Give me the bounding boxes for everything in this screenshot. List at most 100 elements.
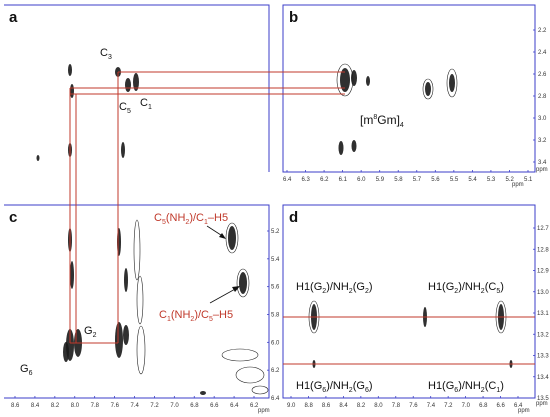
x-tick-label: 5.4	[468, 177, 477, 183]
y-tick-label: 2.2	[538, 28, 547, 34]
annotation-c1nh2-c5-h5: C1(NH2)/C5–H5	[159, 286, 240, 323]
svg-text:C1(NH2)/C5–H5: C1(NH2)/C5–H5	[159, 309, 233, 323]
panel-c-x-axis: 8.6 8.4 8.2 8.0 7.8 7.6 7.4 7.2 7.0 6.8 6.6 6.4 6.2	[11, 396, 259, 409]
panel-c-y-axis: 5.2 5.4 5.6 5.8 6.0 6.2 6.4	[267, 229, 280, 402]
y-tick-label: 2.6	[538, 72, 547, 78]
x-tick-label: 6.1	[339, 177, 348, 183]
x-tick-label: 8.6	[322, 403, 331, 409]
x-tick-label: 7.8	[91, 403, 100, 409]
x-tick-label: 6.6	[210, 403, 219, 409]
x-tick-label: 6.0	[357, 177, 366, 183]
peak	[351, 70, 357, 86]
peak	[125, 78, 131, 92]
y-tick-label: 13.1	[537, 311, 549, 317]
peak	[70, 261, 74, 289]
peak	[133, 73, 139, 91]
peak	[136, 325, 146, 375]
x-tick-label: 6.8	[479, 403, 488, 409]
panel-d-y-axis: 12.7 12.8 12.9 13.0 13.1 13.2 13.3 13.4 13.5	[533, 226, 549, 402]
y-tick-label: 2.4	[538, 50, 547, 56]
panel-d-x-unit: ppm	[518, 408, 530, 414]
arrow-line	[209, 287, 238, 304]
y-tick-label: 12.8	[537, 247, 549, 253]
peak	[366, 76, 370, 86]
arrow-head	[219, 233, 226, 239]
svg-text:C5: C5	[119, 101, 131, 115]
x-tick-label: 9.0	[287, 403, 296, 409]
peak	[121, 142, 125, 158]
panel-b-x-unit: ppm	[512, 182, 524, 188]
svg-text:C5(NH2)/C1–H5: C5(NH2)/C1–H5	[154, 212, 228, 226]
y-tick-label: 5.8	[271, 313, 280, 319]
svg-text:G6: G6	[20, 363, 33, 377]
x-tick-label: 7.0	[462, 403, 471, 409]
label-g2: G2	[84, 325, 97, 339]
peak	[235, 366, 265, 384]
panel-d: d 12.7 12.8 12.9 13.0 13.1 13.2 13.3 13.4 13.5 9…	[282, 204, 549, 414]
x-tick-label: 8.0	[71, 403, 80, 409]
x-tick-label: 5.8	[394, 177, 403, 183]
panel-d-x-axis: 9.0 8.8 8.6 8.4 8.2 8.0 7.8 7.6 7.4 7.2 7.0 6.8 6.6 6…	[287, 396, 523, 409]
peak	[225, 222, 239, 254]
peak	[133, 219, 141, 281]
x-tick-label: 7.4	[131, 403, 140, 409]
svg-text:H1(G2)/NH2(G2): H1(G2)/NH2(G2)	[296, 281, 373, 295]
panel-a-frame	[4, 4, 270, 172]
panel-d-y-unit: ppm	[536, 401, 548, 407]
peak	[340, 68, 350, 92]
peak	[449, 74, 455, 92]
panel-b-y-unit: ppm	[536, 167, 548, 173]
panel-b-y-axis: 2.2 2.4 2.6 2.8 3.0 3.2 3.4	[533, 28, 547, 166]
peak	[251, 385, 269, 395]
correlation-guides	[69, 71, 345, 344]
panel-b: b 2.2 2.4 2.6 2.8 3.0 3.2 3.4 6.4 6.3 6.2 6.1 6.0 5…	[282, 4, 548, 188]
label-h1g6-nh2c1: H1(G6)/NH2(C1)	[428, 380, 504, 394]
panel-b-peaks	[336, 63, 458, 155]
x-tick-label: 7.6	[409, 403, 418, 409]
x-tick-label: 8.4	[31, 403, 40, 409]
x-tick-label: 6.4	[230, 403, 239, 409]
panel-c: c 5.2 5.4 5.6 5.8 6.0 6.2 6.4 8.6 8.4 8.2 8.0 7.8 7…	[4, 204, 280, 414]
label-c3: C3	[100, 47, 112, 61]
x-tick-label: 8.0	[374, 403, 383, 409]
svg-text:C1: C1	[140, 97, 152, 111]
y-tick-label: 13.2	[537, 332, 549, 338]
label-h1g2-nh2c5: H1(G2)/NH2(C5)	[428, 281, 504, 295]
x-tick-label: 5.3	[487, 177, 496, 183]
svg-text:H1(G2)/NH2(C5): H1(G2)/NH2(C5)	[428, 281, 504, 295]
peak	[63, 342, 69, 362]
panel-d-letter: d	[289, 209, 298, 226]
compound-label: [m8Gm]4	[360, 113, 404, 129]
x-tick-label: 5.1	[524, 177, 533, 183]
arrow-head	[232, 286, 240, 292]
panel-c-letter: c	[9, 209, 17, 226]
y-tick-label: 2.8	[538, 94, 547, 100]
y-tick-label: 13.5	[537, 396, 549, 402]
x-tick-label: 8.2	[357, 403, 366, 409]
x-tick-label: 8.4	[339, 403, 348, 409]
label-g6: G6	[20, 363, 33, 377]
x-tick-label: 5.5	[450, 177, 459, 183]
y-tick-label: 5.2	[271, 229, 280, 235]
peak	[123, 325, 129, 345]
x-tick-label: 7.6	[111, 403, 120, 409]
svg-text:C3: C3	[100, 47, 112, 61]
x-tick-label: 6.3	[302, 177, 311, 183]
svg-text:G2: G2	[84, 325, 97, 339]
annotation-c5nh2-c1-h5: C5(NH2)/C1–H5	[154, 212, 228, 239]
label-c5: C5	[119, 101, 131, 115]
x-tick-label: 7.4	[427, 403, 436, 409]
y-tick-label: 5.4	[271, 257, 280, 263]
label-h1g6-nh2g6: H1(G6)/NH2(G6)	[296, 380, 373, 394]
peak	[422, 78, 434, 100]
panel-a-letter: a	[9, 9, 18, 26]
x-tick-label: 5.6	[431, 177, 440, 183]
peak	[124, 268, 128, 292]
x-tick-label: 6.2	[320, 177, 329, 183]
panel-a-peaks	[36, 64, 139, 161]
peak	[68, 64, 72, 76]
x-tick-label: 6.4	[283, 177, 292, 183]
peak	[36, 155, 40, 161]
peak	[70, 84, 74, 98]
x-tick-label: 6.2	[250, 403, 259, 409]
